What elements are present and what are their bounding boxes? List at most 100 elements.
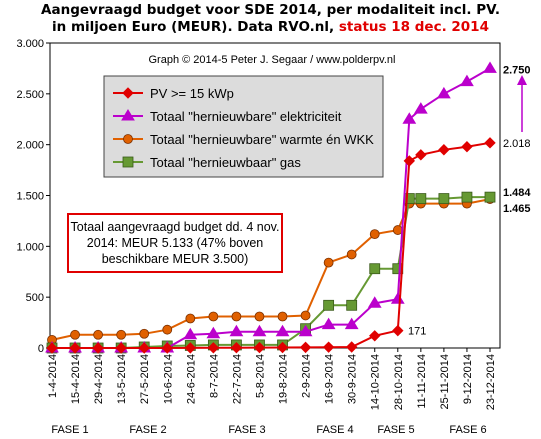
legend: PV >= 15 kWp Totaal "hernieuwbare" elektr… (103, 75, 384, 178)
x-tick-label: 27-5-2014 (139, 354, 151, 404)
phase-label: FASE 3 (228, 424, 265, 436)
data-point (208, 311, 219, 322)
data-point (138, 342, 150, 354)
end-labels: 2.018 2.750 1.465 1.484 171 (408, 64, 531, 337)
x-tick-label: 28-10-2014 (393, 354, 405, 410)
end-label-elektriciteit: 2.750 (503, 64, 531, 76)
data-point (403, 155, 416, 167)
x-tick-label: 11-11-2014 (416, 354, 428, 409)
x-tick-label: 1-4-2014 (47, 354, 59, 398)
x-tick-label: 8-7-2014 (208, 354, 220, 398)
x-tick-label: 2-9-2014 (301, 354, 313, 398)
end-label-warmte: 1.465 (503, 203, 531, 215)
x-axis: 1-4-2014 15-4-2014 29-4-2014 13-5-2014 27-5-… (47, 348, 497, 410)
title-status: status 18 dec. 2014 (338, 19, 489, 35)
data-point (367, 296, 382, 308)
data-point (461, 191, 473, 203)
phase-labels: FASE 1 FASE 2 FASE 3 FASE 4 FASE 5 FASE 6 (51, 424, 486, 436)
growth-arrow (517, 75, 527, 132)
data-point (161, 342, 173, 354)
y-tick-label: 2.500 (16, 89, 44, 101)
phase-label: FASE 5 (377, 424, 414, 436)
title-line-2-text: in miljoen Euro (MEUR). Data RVO.nl, (52, 19, 335, 35)
legend-item-pv: PV >= 15 kWp (113, 86, 234, 101)
end-label-gas: 1.484 (503, 187, 531, 199)
data-point (139, 328, 150, 339)
series-pv (46, 137, 496, 354)
x-tick-label: 5-8-2014 (254, 354, 266, 398)
data-point (438, 193, 450, 204)
data-point (206, 326, 221, 339)
data-point (115, 342, 127, 354)
data-point (321, 317, 336, 330)
data-point (184, 342, 197, 354)
data-point (183, 327, 198, 340)
data-point (483, 61, 497, 73)
y-tick-label: 1.000 (16, 241, 44, 253)
legend-box (103, 75, 384, 178)
legend-label: PV >= 15 kWp (150, 86, 234, 101)
data-point (185, 313, 196, 324)
legend-label: Totaal "hernieuwbaar" gas (150, 155, 301, 170)
title-line-1: Aangevraagd budget voor SDE 2014, per mo… (41, 2, 500, 18)
data-point (392, 225, 403, 235)
chart-title: Aangevraagd budget voor SDE 2014, per mo… (0, 2, 541, 36)
legend-label: Totaal "hernieuwbare" warmte én WKK (150, 132, 374, 147)
phase-label: FASE 1 (51, 424, 88, 436)
y-tick-label: 1.500 (16, 191, 44, 203)
x-tick-label: 14-10-2014 (370, 354, 382, 410)
data-point (122, 156, 134, 168)
data-point (369, 330, 381, 342)
data-point (122, 87, 134, 99)
data-point (346, 299, 358, 311)
chart-credit: Graph © 2014-5 Peter J. Segaar / www.pol… (149, 54, 396, 66)
x-tick-label: 29-4-2014 (93, 354, 105, 404)
y-tick-label: 3.000 (16, 38, 44, 50)
data-point (277, 311, 288, 322)
x-tick-label: 16-9-2014 (324, 354, 336, 404)
budget-note: Totaal aangevraagd budget dd. 4 nov. 201… (67, 213, 283, 273)
data-point (253, 341, 266, 354)
series-layer (45, 61, 497, 354)
y-axis: 0 500 1.000 1.500 2.000 2.500 3.000 (16, 38, 50, 355)
x-tick-label: 10-6-2014 (162, 354, 174, 404)
data-point (300, 310, 311, 321)
arrow-head (517, 75, 527, 85)
data-point (323, 257, 334, 268)
data-point (116, 329, 127, 340)
legend-item-elektriciteit: Totaal "hernieuwbare" elektriciteit (113, 109, 342, 124)
data-point (415, 193, 427, 204)
data-point (69, 342, 81, 354)
data-point (437, 86, 451, 99)
legend-item-warmte: Totaal "hernieuwbare" warmte én WKK (113, 132, 374, 147)
data-point (276, 341, 289, 354)
data-point (322, 341, 335, 353)
x-tick-label: 15-4-2014 (70, 354, 82, 404)
phase-label: FASE 6 (449, 424, 486, 436)
data-point (484, 191, 496, 203)
data-point (229, 324, 244, 337)
x-tick-label: 13-5-2014 (116, 354, 128, 404)
data-point (369, 263, 381, 275)
x-tick-label: 23-12-2014 (485, 354, 497, 410)
data-point (162, 324, 173, 335)
x-tick-label: 22-7-2014 (231, 354, 243, 404)
data-point (460, 74, 474, 87)
x-tick-label: 9-12-2014 (462, 354, 474, 404)
data-point (323, 299, 335, 311)
data-point (484, 137, 496, 149)
data-point (93, 329, 104, 340)
y-tick-label: 0 (38, 343, 44, 355)
data-point (123, 134, 133, 144)
phase-label: FASE 4 (316, 424, 353, 436)
data-point (207, 342, 220, 354)
data-point (345, 341, 358, 353)
data-point (254, 311, 265, 322)
data-point (461, 140, 473, 153)
x-tick-label: 24-6-2014 (185, 354, 197, 404)
data-point (298, 324, 313, 337)
data-point (413, 102, 428, 114)
data-point (344, 317, 359, 330)
data-point (92, 342, 104, 354)
